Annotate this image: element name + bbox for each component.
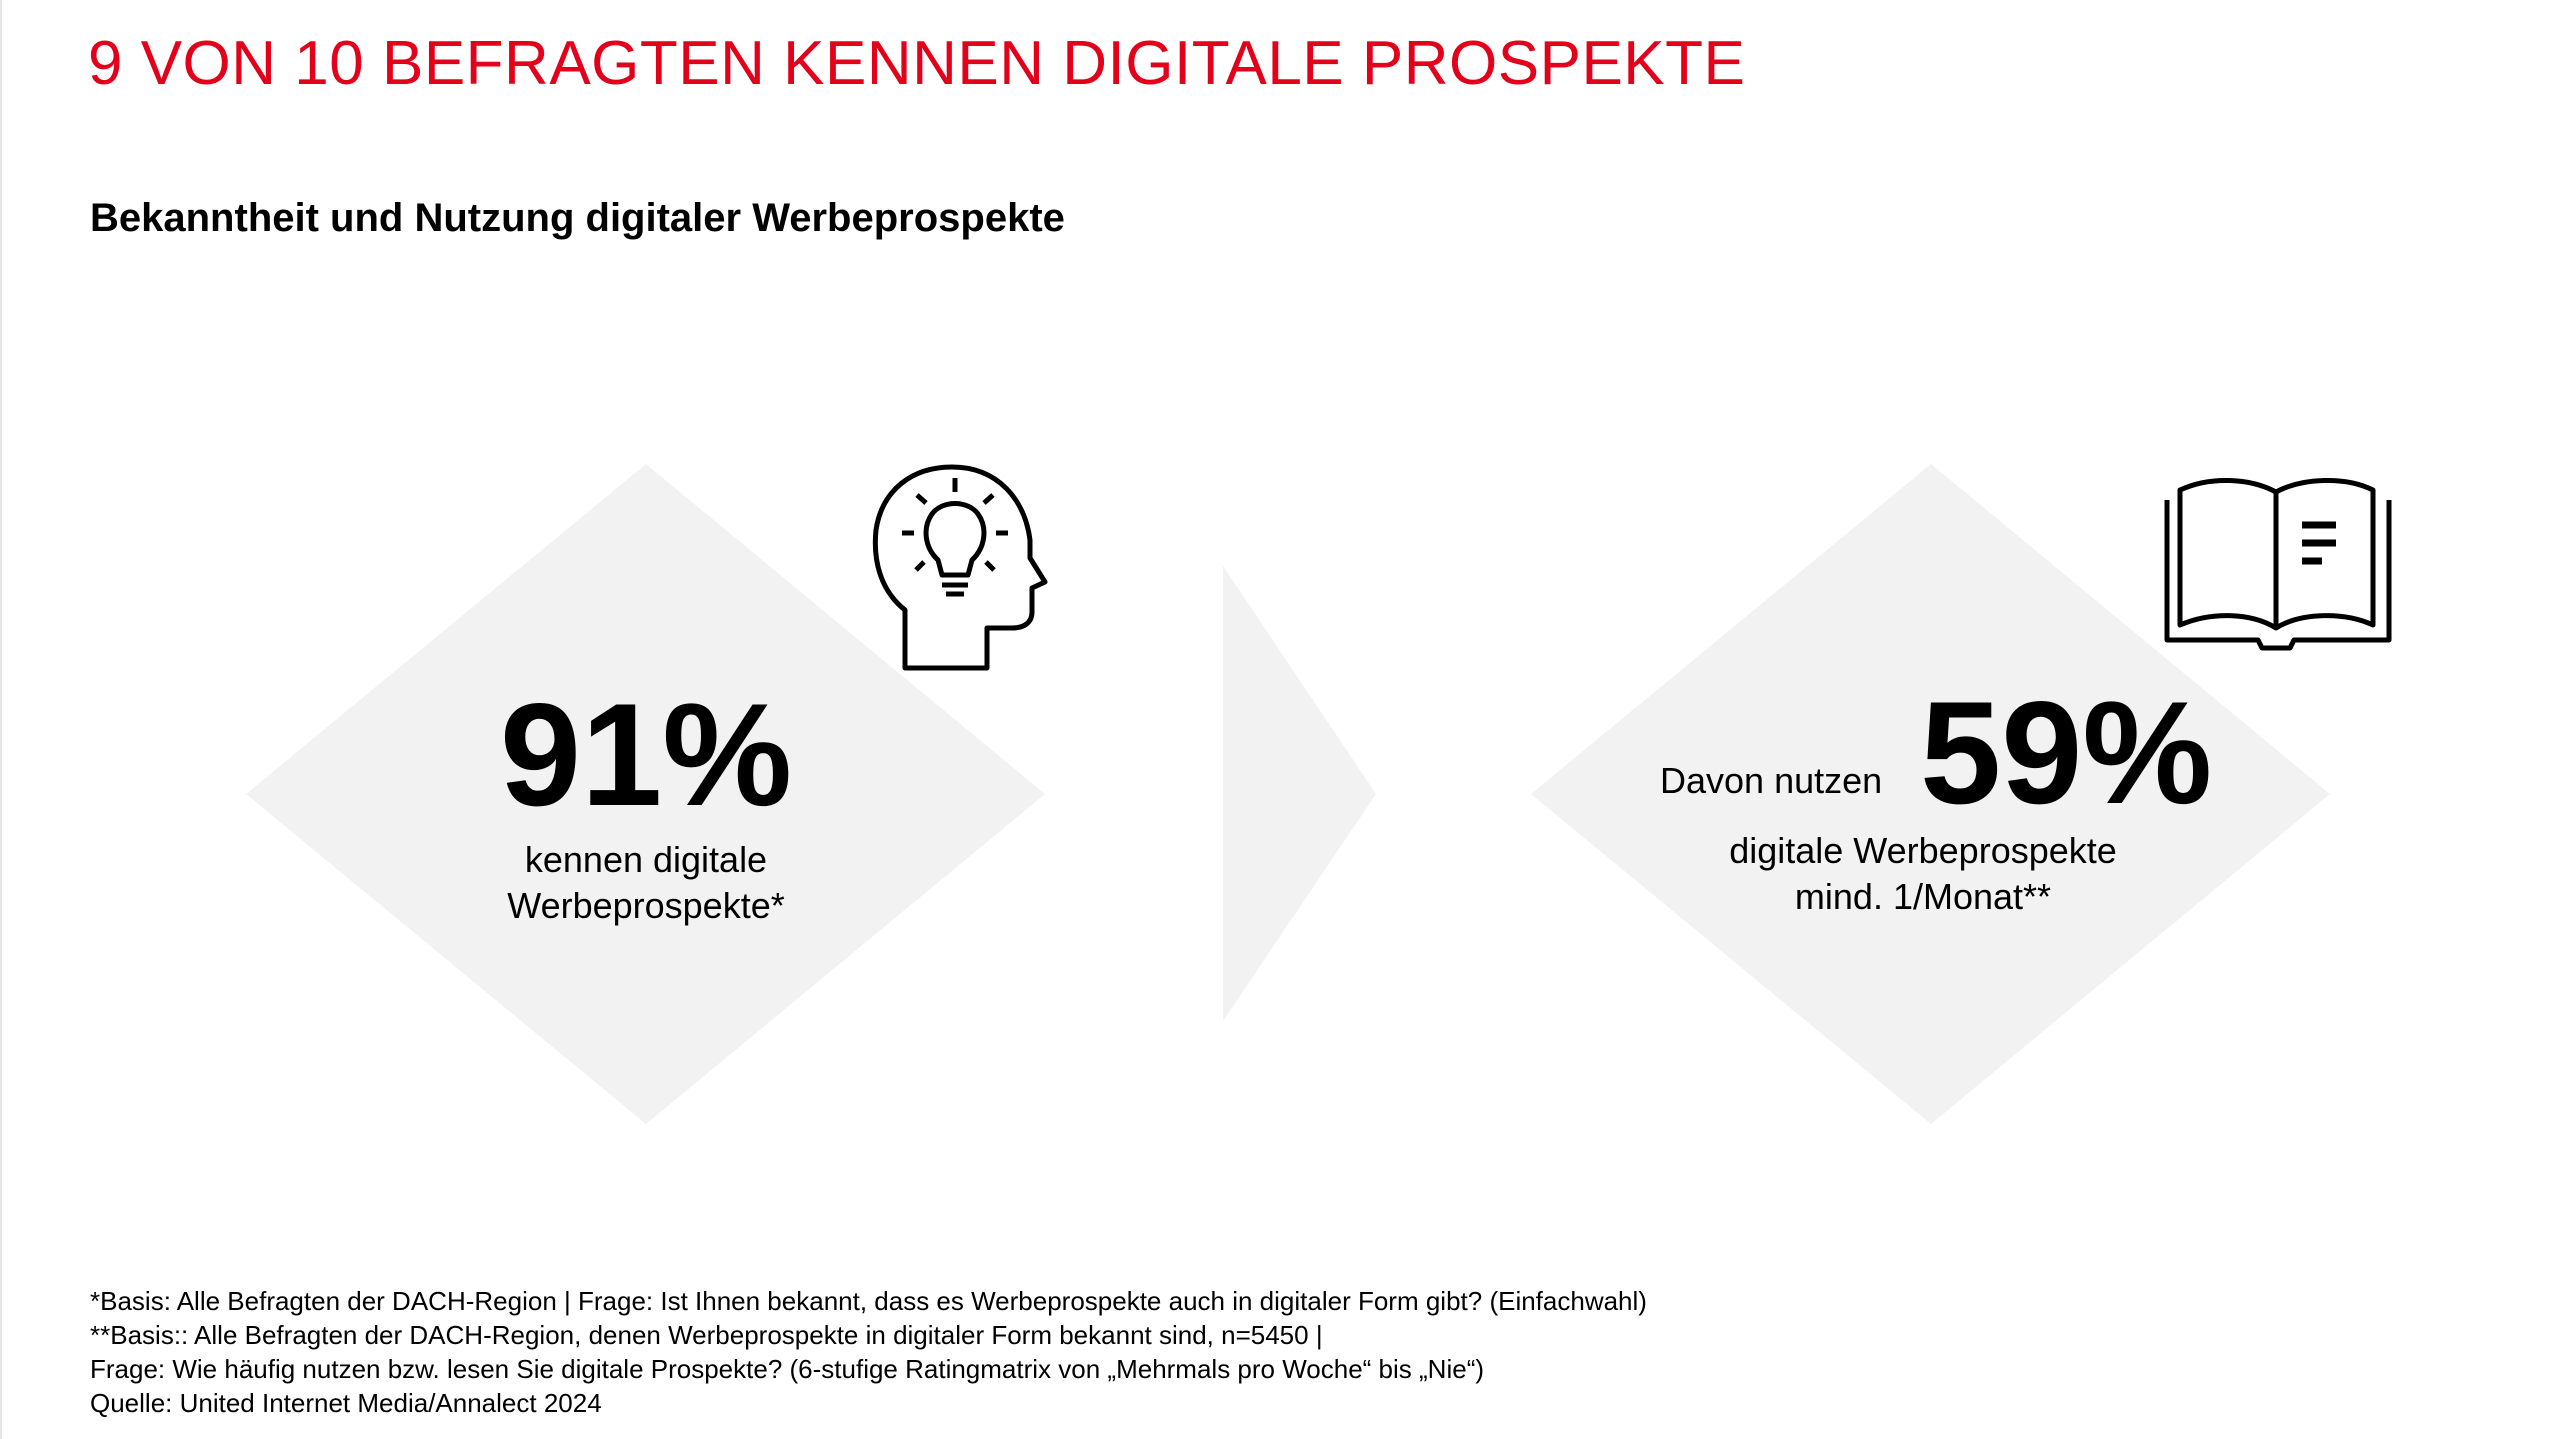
slide-left-edge bbox=[0, 0, 2, 1439]
stat-right-label: digitale Werbeprospekte mind. 1/Monat** bbox=[1729, 828, 2117, 920]
stat-right-line2: mind. 1/Monat** bbox=[1794, 876, 2052, 917]
stat-left-label: kennen digitale Werbeprospekte* bbox=[507, 837, 785, 929]
left-diamond bbox=[246, 464, 1045, 1124]
footnote-1: *Basis: Alle Befragten der DACH-Region |… bbox=[90, 1286, 1647, 1316]
footnote-2: **Basis:: Alle Befragten der DACH-Region… bbox=[90, 1320, 1323, 1350]
slide-title: 9 VON 10 BEFRAGTEN KENNEN DIGITALE PROSP… bbox=[88, 29, 1746, 98]
head-lightbulb-icon bbox=[872, 464, 1048, 671]
stat-right-line1: digitale Werbeprospekte bbox=[1729, 830, 2117, 871]
chevron-arrow bbox=[1223, 566, 1376, 1021]
open-book-icon bbox=[2164, 477, 2392, 651]
footnotes: *Basis: Alle Befragten der DACH-Region |… bbox=[90, 1284, 1647, 1420]
stat-left-line1: kennen digitale bbox=[524, 839, 768, 880]
right-diamond bbox=[1531, 464, 2330, 1124]
stat-right-value: 59% bbox=[1920, 671, 2213, 834]
stat-right-prefix: Davon nutzen bbox=[1660, 760, 1883, 801]
footnote-3: Frage: Wie häufig nutzen bzw. lesen Sie … bbox=[90, 1354, 1485, 1384]
stat-left-value: 91% bbox=[499, 673, 793, 836]
footnote-source: Quelle: United Internet Media/Annalect 2… bbox=[90, 1388, 602, 1418]
stat-left-line2: Werbeprospekte* bbox=[507, 885, 785, 926]
slide-subtitle: Bekanntheit und Nutzung digitaler Werbep… bbox=[90, 196, 1065, 240]
